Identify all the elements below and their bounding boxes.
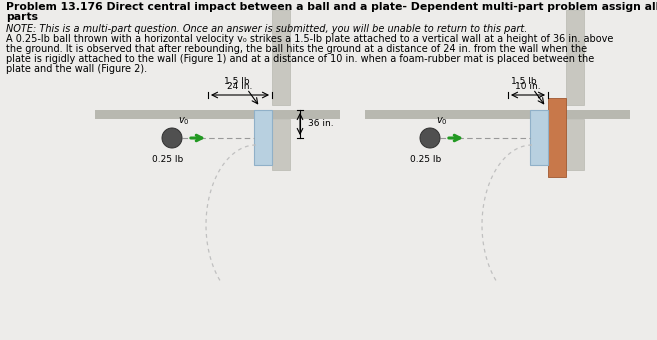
Text: parts: parts <box>6 12 38 22</box>
Text: Problem 13.176 Direct central impact between a ball and a plate- Dependent multi: Problem 13.176 Direct central impact bet… <box>6 2 657 12</box>
Text: 10 in.: 10 in. <box>515 82 541 91</box>
Text: 1.5 lb: 1.5 lb <box>511 77 537 86</box>
Bar <box>548 98 566 177</box>
Text: 0.25 lb: 0.25 lb <box>152 155 183 164</box>
Bar <box>566 10 584 105</box>
Bar <box>254 110 272 165</box>
Text: plate and the wall (Figure 2).: plate and the wall (Figure 2). <box>6 64 147 74</box>
Bar <box>272 10 290 105</box>
Bar <box>272 119 290 170</box>
Bar <box>566 119 584 170</box>
Text: 1.5 lb: 1.5 lb <box>224 77 250 86</box>
Text: A 0.25-lb ball thrown with a horizontal velocity v₀ strikes a 1.5-lb plate attac: A 0.25-lb ball thrown with a horizontal … <box>6 34 614 44</box>
Bar <box>95 110 340 119</box>
Text: 36 in.: 36 in. <box>308 119 334 129</box>
Text: NOTE: This is a multi-part question. Once an answer is submitted, you will be un: NOTE: This is a multi-part question. Onc… <box>6 24 528 34</box>
Circle shape <box>420 128 440 148</box>
Bar <box>365 110 630 119</box>
Circle shape <box>162 128 182 148</box>
Text: the ground. It is observed that after rebounding, the ball hits the ground at a : the ground. It is observed that after re… <box>6 44 587 54</box>
Text: 24 in.: 24 in. <box>227 82 253 91</box>
Text: $v_0$: $v_0$ <box>436 115 447 127</box>
Bar <box>530 110 548 165</box>
Text: $v_0$: $v_0$ <box>178 115 190 127</box>
Text: 0.25 lb: 0.25 lb <box>411 155 442 164</box>
Text: plate is rigidly attached to the wall (Figure 1) and at a distance of 10 in. whe: plate is rigidly attached to the wall (F… <box>6 54 594 64</box>
